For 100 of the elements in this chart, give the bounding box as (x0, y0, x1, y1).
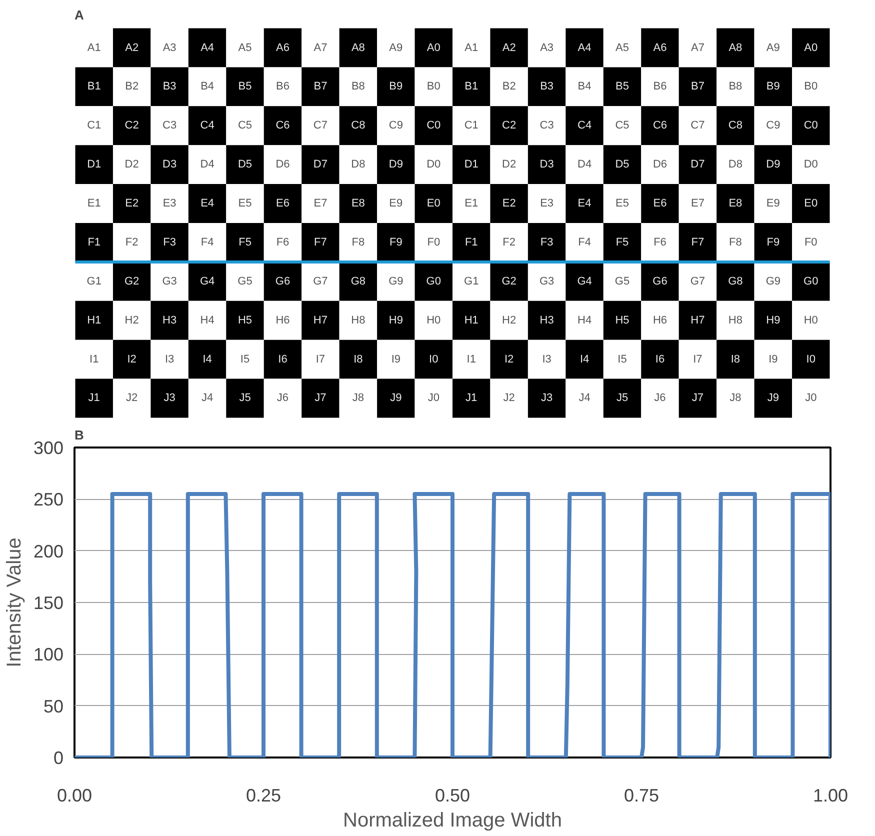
text: J5 (239, 392, 251, 404)
text: G0 (426, 275, 441, 288)
text: C2 (124, 120, 139, 132)
text: E7 (690, 198, 704, 210)
text: I6 (278, 353, 288, 366)
text: J9 (390, 392, 402, 404)
text: E1 (87, 198, 101, 210)
text: E3 (162, 198, 176, 210)
text: B7 (690, 80, 704, 93)
text: E8 (728, 198, 742, 210)
text: E2 (125, 198, 139, 210)
text: G1 (86, 275, 102, 288)
text: C7 (313, 120, 328, 132)
text: I1 (90, 353, 99, 366)
chart-title: B (74, 428, 84, 442)
text: B1 (87, 80, 101, 93)
text: E4 (200, 198, 214, 210)
text: G7 (313, 275, 328, 288)
y-axis-title: Intensity Value (3, 538, 26, 668)
text: C0 (804, 120, 818, 132)
text: I0 (429, 353, 438, 366)
text: F7 (691, 236, 704, 248)
text: H2 (124, 314, 139, 326)
text: I7 (316, 353, 326, 366)
text: A3 (540, 42, 554, 54)
text: H3 (540, 314, 554, 326)
text: C9 (388, 120, 403, 132)
text: H9 (766, 314, 780, 326)
text: F6 (654, 236, 666, 248)
text: A5 (616, 42, 629, 54)
text: H7 (690, 314, 705, 326)
text: C3 (540, 120, 554, 132)
text: B0 (804, 80, 818, 93)
text: F3 (540, 236, 554, 248)
y-tick-label: 300 (33, 438, 64, 458)
text: B0 (426, 80, 440, 93)
text: I9 (768, 353, 778, 366)
text: J1 (88, 392, 100, 404)
text: E5 (238, 198, 252, 210)
text: A4 (200, 42, 214, 54)
text: J2 (126, 392, 138, 404)
text: F2 (502, 236, 516, 248)
text: A8 (728, 42, 742, 54)
x-tick-label: 0.50 (434, 786, 470, 806)
text: H0 (426, 314, 441, 326)
text: E6 (276, 198, 290, 210)
y-tick-label: 150 (33, 593, 64, 613)
text: H9 (388, 314, 403, 326)
text: I3 (542, 353, 552, 366)
text: J7 (692, 392, 704, 404)
x-tick-label: 1.00 (812, 786, 848, 806)
text: D8 (351, 158, 366, 171)
text: J3 (541, 392, 553, 404)
text: D9 (766, 158, 780, 171)
text: D6 (276, 158, 290, 171)
text: A4 (578, 42, 592, 54)
text: G5 (238, 275, 252, 288)
text: B3 (162, 80, 176, 93)
text: I5 (618, 353, 627, 366)
y-tick-label: 100 (33, 644, 64, 665)
text: D7 (690, 158, 705, 171)
x-tick-label: 0.75 (624, 786, 660, 806)
text: B9 (389, 80, 403, 93)
text: G8 (728, 275, 743, 288)
text: C5 (615, 120, 630, 132)
text: G4 (200, 275, 215, 288)
text: B7 (314, 80, 328, 93)
text: B8 (728, 80, 742, 93)
text: A9 (766, 42, 780, 54)
text: F9 (766, 236, 780, 248)
text: G7 (690, 275, 706, 288)
text: C9 (766, 120, 780, 132)
text: F1 (88, 236, 101, 248)
x-axis-title: Normalized Image Width (343, 810, 562, 832)
text: C4 (578, 120, 592, 132)
text: B3 (540, 80, 554, 93)
text: H6 (276, 314, 290, 326)
text: E2 (502, 198, 516, 210)
text: C3 (162, 120, 177, 132)
text: D0 (426, 158, 441, 171)
text: G6 (652, 275, 668, 288)
text: J2 (503, 392, 515, 404)
text: C5 (238, 120, 252, 132)
text: G3 (162, 275, 177, 288)
text: C0 (426, 120, 441, 132)
text: I7 (693, 353, 702, 366)
text: G0 (804, 275, 818, 288)
text: G8 (350, 275, 366, 288)
text: H8 (351, 314, 366, 326)
text: H4 (200, 314, 214, 326)
x-tick-label: 0.25 (246, 786, 282, 806)
text: J7 (314, 392, 326, 404)
text: F7 (314, 236, 327, 248)
text: H6 (652, 314, 668, 326)
text: E5 (616, 198, 629, 210)
text: B6 (653, 80, 667, 93)
text: J6 (654, 392, 666, 404)
y-tick-label: 50 (43, 696, 64, 716)
text: E6 (653, 198, 667, 210)
text: F8 (729, 236, 742, 248)
